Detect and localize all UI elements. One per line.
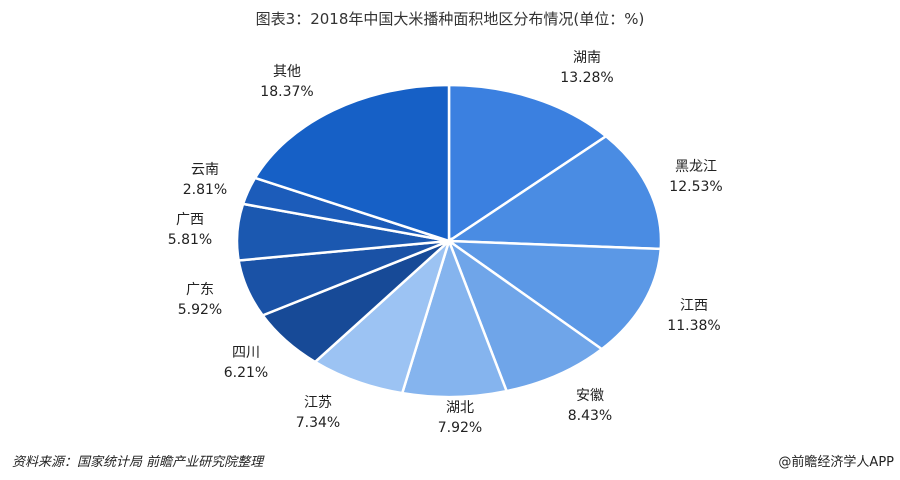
slice-name: 广东 — [185, 282, 214, 298]
slice-name: 广西 — [175, 212, 204, 228]
slice-label: 广西 5.81% — [168, 210, 212, 250]
slice-label: 四川 6.21% — [224, 343, 268, 383]
pie-slice-3 — [446, 237, 604, 393]
slice-label: 黑龙江 12.53% — [669, 157, 722, 197]
slice-value: 2.81% — [182, 182, 228, 198]
slice-value: 18.37% — [260, 84, 314, 100]
slice-name: 黑龙江 — [674, 159, 717, 175]
pie-slice-1 — [445, 134, 663, 251]
slice-value: 13.28% — [560, 70, 614, 86]
slice-name: 江西 — [679, 298, 708, 314]
slice-value: 12.53% — [669, 179, 723, 195]
slice-label: 其他 18.37% — [260, 62, 313, 102]
credit-note: @前瞻经济学人APP — [778, 455, 894, 470]
source-note: 资料来源：国家统计局 前瞻产业研究院整理 — [12, 455, 264, 470]
slice-value: 5.92% — [177, 302, 223, 318]
slice-value: 11.38% — [667, 318, 721, 334]
slice-label: 广东 5.92% — [178, 280, 222, 320]
slice-name: 云南 — [190, 162, 219, 178]
chart-title: 图表3：2018年中国大米播种面积地区分布情况(单位：%) — [255, 10, 645, 28]
slice-value: 8.43% — [567, 408, 613, 424]
slice-name: 湖南 — [572, 50, 601, 66]
pie-slice-2 — [444, 239, 663, 351]
slice-label: 江苏 7.34% — [296, 393, 340, 433]
slice-name: 江苏 — [303, 395, 332, 411]
slice-label: 湖南 13.28% — [560, 48, 613, 88]
slice-label: 湖北 7.92% — [438, 398, 482, 438]
slice-value: 5.81% — [167, 232, 213, 248]
pie-slice-0 — [447, 83, 609, 244]
slice-name: 安徽 — [575, 388, 604, 404]
slice-value: 7.92% — [437, 420, 483, 436]
slice-name: 湖北 — [445, 400, 474, 416]
pie-slice-10 — [253, 83, 451, 243]
slice-label: 云南 2.81% — [183, 160, 227, 200]
slice-value: 7.34% — [295, 415, 341, 431]
slice-name: 其他 — [272, 64, 301, 80]
slice-name: 四川 — [231, 345, 260, 361]
pie-slice-4 — [400, 237, 509, 399]
slice-label: 安徽 8.43% — [568, 386, 612, 426]
pie-slice-5 — [313, 237, 452, 395]
slice-value: 6.21% — [223, 365, 269, 381]
slice-label: 江西 11.38% — [667, 296, 720, 336]
